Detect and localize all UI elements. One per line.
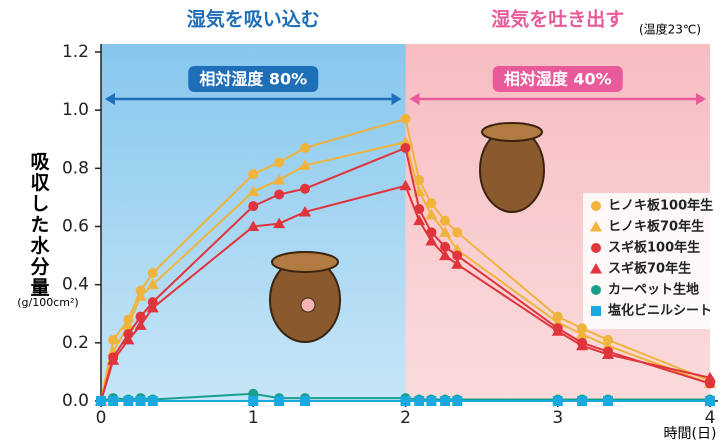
marker — [439, 226, 452, 237]
marker — [400, 396, 411, 406]
y-tick-label: 0.2 — [62, 333, 89, 353]
marker — [452, 250, 463, 261]
marker — [439, 249, 452, 261]
marker — [146, 301, 159, 313]
marker — [274, 189, 285, 200]
marker — [451, 258, 464, 269]
marker — [299, 159, 312, 170]
marker — [123, 396, 134, 406]
marker — [414, 396, 425, 406]
marker — [590, 263, 602, 274]
humidity-label: 相対湿度 80% — [199, 70, 307, 89]
marker — [122, 333, 135, 345]
marker — [146, 278, 159, 290]
legend-label: ヒノキ板70年生 — [608, 219, 704, 235]
y-tick-label: 0.4 — [62, 275, 89, 295]
marker — [247, 220, 260, 231]
marker — [602, 396, 613, 406]
marker — [96, 396, 106, 406]
marker — [248, 169, 259, 180]
region-title: 湿気を吸い込む — [187, 8, 320, 31]
region-title: 湿気を吐き出す — [491, 8, 624, 31]
marker — [576, 339, 589, 351]
marker — [440, 215, 451, 226]
legend-label: 塩化ビニルシート — [608, 303, 712, 319]
marker — [591, 285, 601, 295]
x-tick-label: 2 — [400, 408, 411, 428]
legend-box — [583, 193, 723, 329]
x-axis-label: 時間(日) — [664, 426, 717, 442]
legend-label: カーペット生地 — [608, 282, 699, 298]
marker — [590, 221, 602, 232]
marker — [425, 235, 438, 246]
legend-label: ヒノキ板100年生 — [608, 198, 713, 214]
legend-label: スギ板70年生 — [608, 261, 691, 277]
marker — [122, 319, 135, 330]
marker — [591, 306, 601, 316]
x-tick-label: 3 — [552, 408, 563, 428]
humidity-box — [492, 66, 623, 92]
marker — [426, 227, 437, 238]
marker — [135, 311, 146, 322]
y-axis-label: 吸収した水分量 — [28, 152, 50, 299]
marker — [413, 214, 426, 226]
marker — [300, 183, 311, 194]
marker — [414, 204, 425, 215]
y-unit: (g/100cm²) — [17, 296, 78, 309]
marker — [591, 201, 601, 211]
note: (温度23℃) — [639, 22, 701, 37]
marker — [134, 290, 147, 301]
y-tick-label: 0.8 — [62, 158, 89, 178]
marker — [440, 396, 451, 406]
marker — [452, 227, 463, 238]
y-tick-label: 0.6 — [62, 217, 89, 237]
marker — [426, 396, 437, 406]
marker — [440, 241, 451, 252]
marker — [300, 396, 311, 406]
marker — [107, 354, 120, 365]
marker — [426, 198, 437, 209]
marker — [273, 217, 286, 229]
marker — [248, 396, 259, 406]
humidity-label: 相対湿度 40% — [504, 70, 612, 89]
marker — [299, 205, 312, 217]
wood-character-absorb — [269, 251, 341, 343]
marker — [591, 243, 601, 253]
marker — [273, 173, 286, 185]
y-tick-label: 1.2 — [62, 42, 89, 62]
wood-character-release — [479, 122, 545, 213]
marker — [147, 268, 158, 279]
marker — [134, 319, 147, 330]
marker — [135, 396, 146, 406]
marker — [576, 328, 589, 339]
x-tick-label: 0 — [96, 408, 107, 428]
marker — [400, 142, 411, 153]
marker — [705, 396, 715, 406]
marker — [108, 396, 119, 406]
marker — [452, 396, 463, 406]
marker — [400, 113, 411, 124]
marker — [425, 208, 438, 220]
marker — [601, 348, 614, 359]
marker — [552, 396, 563, 406]
marker — [108, 334, 119, 345]
y-tick-label: 1.0 — [62, 100, 89, 120]
x-tick-label: 1 — [248, 408, 259, 428]
humidity-box — [188, 66, 319, 92]
marker — [248, 201, 259, 212]
x-tick-label: 4 — [705, 408, 716, 428]
y-tick-label: 0.0 — [62, 391, 89, 411]
legend-label: スギ板100年生 — [608, 240, 700, 256]
marker — [274, 396, 285, 406]
legend: ヒノキ板100年生ヒノキ板70年生スギ板100年生スギ板70年生カーペット生地塩… — [583, 193, 723, 329]
marker — [399, 179, 412, 191]
marker — [551, 325, 564, 336]
marker — [247, 185, 260, 197]
marker — [147, 396, 158, 406]
marker — [300, 142, 311, 153]
marker — [274, 157, 285, 168]
marker — [704, 371, 716, 383]
marker — [577, 396, 588, 406]
